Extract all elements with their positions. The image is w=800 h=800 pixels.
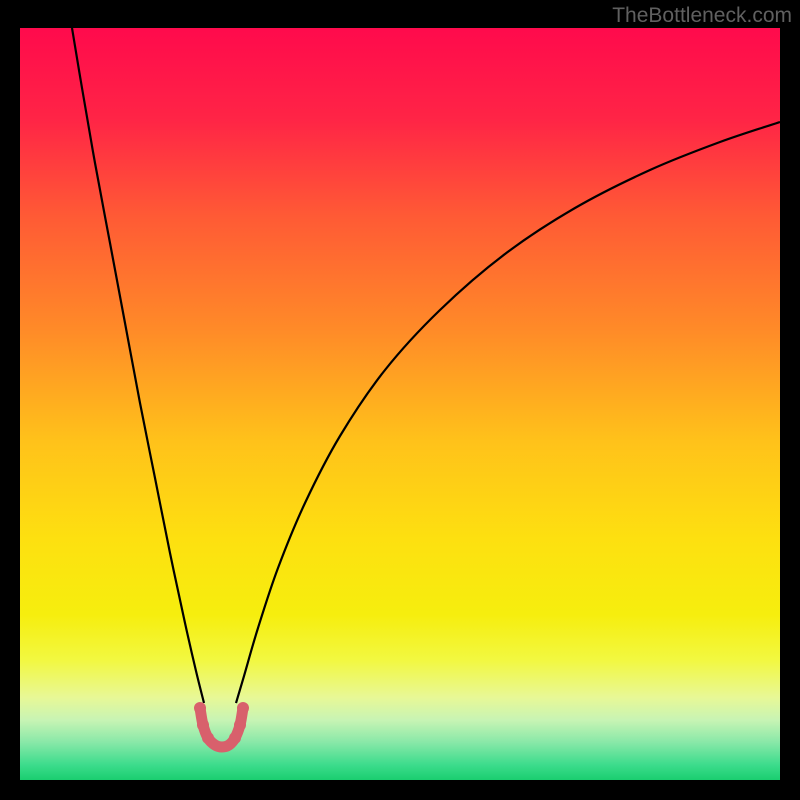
chart-area <box>20 28 780 780</box>
watermark-text: TheBottleneck.com <box>612 4 792 28</box>
curve-overlay <box>20 28 780 780</box>
curve-right-branch <box>236 122 780 703</box>
curve-left-branch <box>72 28 204 703</box>
valley-dots <box>194 702 249 744</box>
